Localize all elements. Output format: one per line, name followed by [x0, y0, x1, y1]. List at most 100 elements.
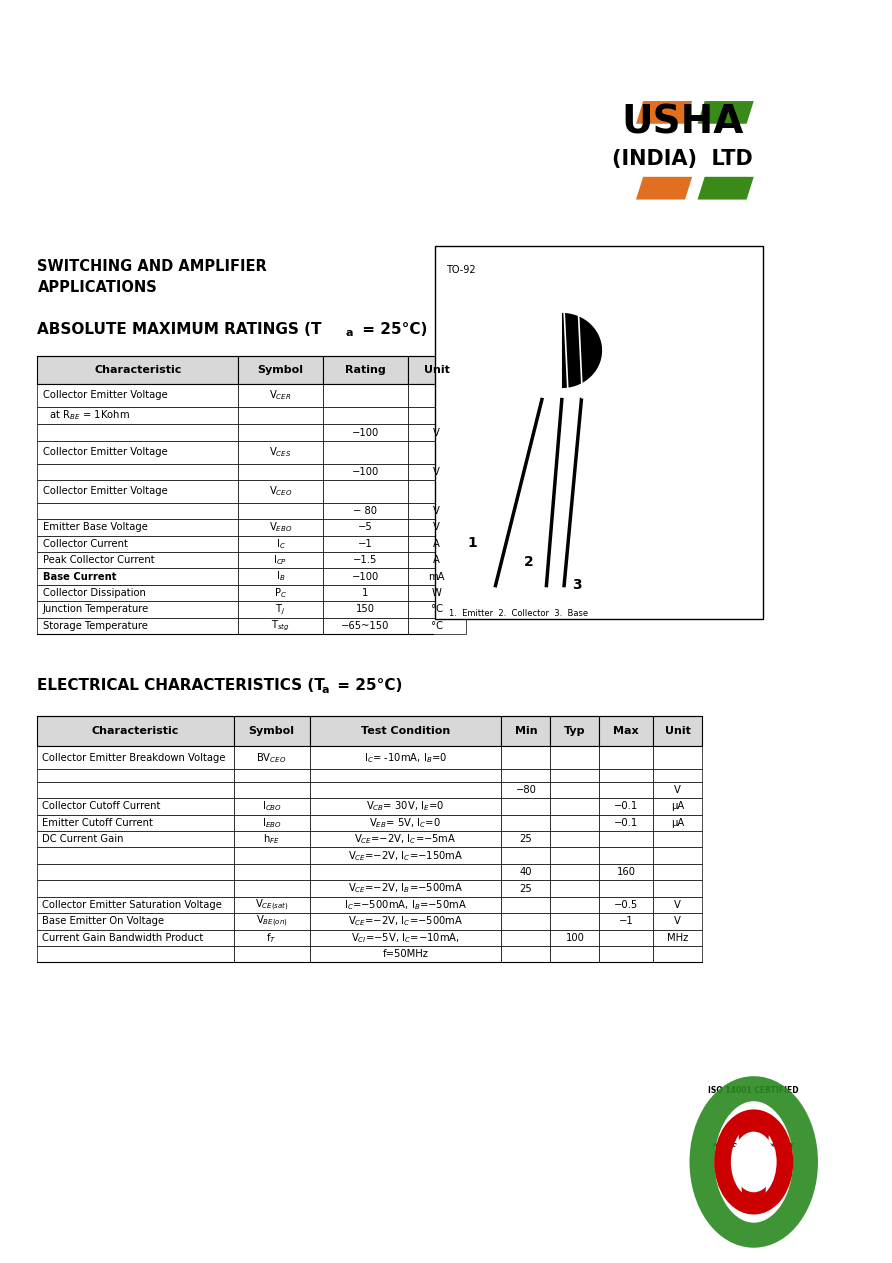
Text: P$_{C}$: P$_{C}$: [274, 586, 287, 600]
Bar: [323, 536, 408, 552]
Bar: [323, 424, 408, 441]
Text: −1.5: −1.5: [353, 556, 377, 565]
Text: Collector Emitter Voltage: Collector Emitter Voltage: [43, 447, 168, 457]
Polygon shape: [738, 1118, 770, 1212]
Bar: [238, 618, 323, 634]
Text: 100: 100: [566, 933, 584, 942]
Text: Collector Dissipation: Collector Dissipation: [43, 589, 145, 597]
Bar: [653, 782, 702, 798]
Polygon shape: [698, 101, 754, 124]
Bar: [234, 864, 310, 880]
Text: = 25°C): = 25°C): [332, 678, 402, 693]
Bar: [408, 536, 466, 552]
Text: V$_{CB}$= 30V, I$_{E}$=0: V$_{CB}$= 30V, I$_{E}$=0: [367, 799, 444, 813]
Bar: [599, 716, 653, 746]
Text: T$_{stg}$: T$_{stg}$: [271, 619, 290, 633]
Text: V$_{CE}$=−2V, I$_{C}$=−150mA: V$_{CE}$=−2V, I$_{C}$=−150mA: [348, 849, 463, 863]
Bar: [599, 897, 653, 913]
Text: ELECTRICAL CHARACTERISTICS (T: ELECTRICAL CHARACTERISTICS (T: [37, 678, 326, 693]
Bar: [653, 913, 702, 930]
Bar: [37, 407, 238, 424]
Bar: [238, 601, 323, 618]
Bar: [238, 585, 323, 601]
Bar: [37, 946, 234, 962]
Polygon shape: [636, 177, 692, 200]
Bar: [323, 384, 408, 407]
Bar: [653, 831, 702, 847]
Text: Symbol: Symbol: [249, 726, 294, 736]
Bar: [323, 356, 408, 384]
Bar: [310, 798, 501, 815]
Bar: [37, 815, 234, 831]
Bar: [37, 601, 238, 618]
Bar: [323, 480, 408, 503]
Text: V$_{BE(on)}$: V$_{BE(on)}$: [256, 913, 287, 930]
Bar: [599, 769, 653, 782]
Text: 25: 25: [519, 884, 533, 893]
Text: f$_{T}$: f$_{T}$: [267, 931, 277, 945]
Bar: [37, 847, 234, 864]
Text: Collector Emitter Voltage: Collector Emitter Voltage: [43, 486, 168, 496]
Text: −0.5: −0.5: [614, 901, 639, 909]
Text: Max: Max: [614, 726, 639, 736]
Bar: [550, 864, 599, 880]
Text: Peak Collector Current: Peak Collector Current: [43, 556, 154, 565]
Bar: [37, 519, 238, 536]
Text: μA: μA: [671, 802, 684, 811]
Text: −0.1: −0.1: [614, 802, 639, 811]
Bar: [234, 930, 310, 946]
Bar: [653, 847, 702, 864]
Bar: [323, 618, 408, 634]
Bar: [37, 930, 234, 946]
Bar: [234, 746, 310, 769]
Text: 1: 1: [468, 536, 477, 551]
Bar: [37, 384, 238, 407]
Bar: [501, 815, 550, 831]
Bar: [653, 798, 702, 815]
Text: Storage Temperature: Storage Temperature: [43, 621, 148, 630]
Bar: [234, 880, 310, 897]
Bar: [238, 568, 323, 585]
Text: V$_{CEO}$: V$_{CEO}$: [268, 485, 293, 498]
Bar: [550, 930, 599, 946]
Text: V: V: [434, 467, 440, 476]
Text: h$_{FE}$: h$_{FE}$: [263, 832, 280, 846]
Bar: [599, 930, 653, 946]
Bar: [238, 503, 323, 519]
Bar: [323, 568, 408, 585]
Bar: [37, 503, 238, 519]
Text: f=50MHz: f=50MHz: [383, 950, 428, 959]
Bar: [238, 441, 323, 464]
Text: a: a: [345, 328, 352, 338]
Bar: [550, 746, 599, 769]
Bar: [599, 831, 653, 847]
Text: V: V: [674, 786, 681, 794]
Text: I$_{C}$= -10mA, I$_{B}$=0: I$_{C}$= -10mA, I$_{B}$=0: [364, 751, 447, 764]
Text: Collector Emitter Voltage: Collector Emitter Voltage: [43, 390, 168, 400]
Bar: [37, 618, 238, 634]
Bar: [501, 946, 550, 962]
Bar: [310, 847, 501, 864]
Bar: [323, 503, 408, 519]
Text: I$_{C}$=−500mA, I$_{B}$=−50mA: I$_{C}$=−500mA, I$_{B}$=−50mA: [343, 898, 467, 912]
Text: Junction Temperature: Junction Temperature: [43, 605, 149, 614]
Text: Test Condition: Test Condition: [360, 726, 450, 736]
Text: TO-92: TO-92: [446, 265, 475, 275]
Bar: [501, 880, 550, 897]
Bar: [37, 746, 234, 769]
Bar: [323, 441, 408, 464]
Bar: [323, 464, 408, 480]
Bar: [653, 746, 702, 769]
Bar: [310, 716, 501, 746]
Bar: [501, 864, 550, 880]
Bar: [37, 441, 238, 464]
Text: = 25°C): = 25°C): [357, 322, 427, 337]
Polygon shape: [636, 101, 692, 124]
Text: V$_{CE}$=−2V, I$_{B}$=−500mA: V$_{CE}$=−2V, I$_{B}$=−500mA: [348, 882, 463, 895]
Text: −0.1: −0.1: [614, 818, 639, 827]
Text: I$_{C}$: I$_{C}$: [276, 537, 285, 551]
Text: V$_{EBO}$: V$_{EBO}$: [268, 520, 293, 534]
Text: I$_{CP}$: I$_{CP}$: [274, 553, 287, 567]
Text: °C: °C: [431, 605, 442, 614]
Bar: [310, 880, 501, 897]
